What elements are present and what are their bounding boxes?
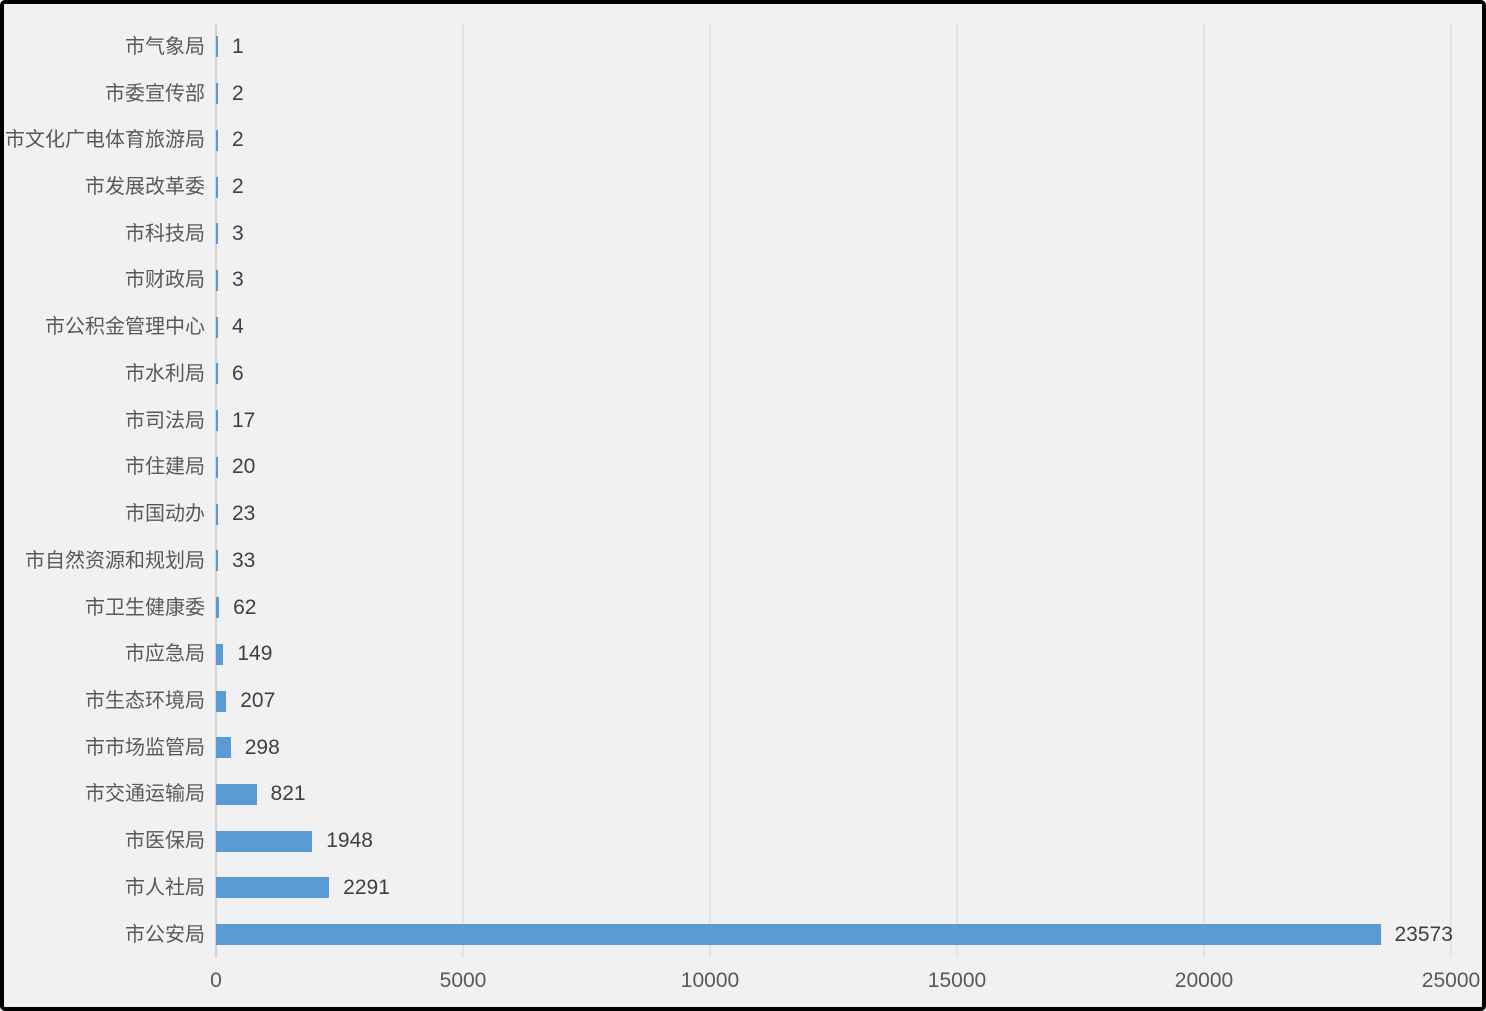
category-label: 市卫生健康委 bbox=[85, 596, 205, 619]
category-label: 市医保局 bbox=[125, 830, 205, 853]
value-label: 207 bbox=[240, 689, 276, 712]
category-label: 市公安局 bbox=[125, 923, 205, 946]
vertical-gridline bbox=[956, 23, 958, 958]
value-label: 20 bbox=[232, 455, 256, 479]
value-label: 2 bbox=[232, 81, 244, 105]
category-label: 市公积金管理中心 bbox=[45, 316, 205, 339]
category-label: 市自然资源和规划局 bbox=[25, 549, 205, 572]
category-label: 市住建局 bbox=[125, 456, 205, 479]
bar bbox=[216, 176, 218, 198]
bar bbox=[216, 550, 218, 572]
bar bbox=[216, 410, 218, 432]
bar-chart: 市气象局 1 市委宣传部 2 市文化广电体育旅游局 2 市发展改革委 2 市科技局 3 市财政局 3 市… bbox=[4, 4, 1482, 1007]
bar bbox=[216, 363, 218, 385]
category-label: 市发展改革委 bbox=[85, 176, 205, 199]
category-label: 市交通运输局 bbox=[85, 783, 205, 806]
value-label: 1 bbox=[232, 34, 244, 58]
category-label: 市水利局 bbox=[125, 362, 205, 385]
value-label: 33 bbox=[232, 548, 256, 572]
bar bbox=[216, 783, 257, 805]
bar bbox=[216, 737, 231, 759]
value-label: 3 bbox=[232, 268, 244, 292]
category-label: 市科技局 bbox=[125, 222, 205, 245]
category-label: 市委宣传部 bbox=[105, 82, 205, 105]
bar bbox=[216, 129, 218, 151]
bar bbox=[216, 924, 1381, 946]
bar bbox=[216, 503, 218, 525]
category-label: 市人社局 bbox=[125, 876, 205, 899]
bar bbox=[216, 597, 220, 619]
value-label: 23 bbox=[232, 502, 256, 526]
x-axis-tick-label: 15000 bbox=[927, 969, 987, 992]
vertical-gridline bbox=[462, 23, 464, 958]
value-label: 2 bbox=[232, 128, 244, 152]
bar bbox=[216, 269, 218, 291]
bar bbox=[216, 643, 224, 665]
category-label: 市国动办 bbox=[125, 503, 205, 526]
x-axis-tick-label: 25000 bbox=[1421, 969, 1481, 992]
x-axis-tick-label: 0 bbox=[210, 969, 222, 992]
bar bbox=[216, 316, 218, 338]
bar bbox=[216, 223, 218, 245]
category-label: 市气象局 bbox=[125, 35, 205, 58]
value-label: 2 bbox=[232, 175, 244, 199]
value-label: 3 bbox=[232, 221, 244, 245]
category-label: 市文化广电体育旅游局 bbox=[5, 129, 205, 152]
x-axis-tick-label: 20000 bbox=[1174, 969, 1234, 992]
value-label: 62 bbox=[233, 595, 257, 619]
vertical-gridline bbox=[1203, 23, 1205, 958]
vertical-gridline bbox=[709, 23, 711, 958]
category-axis-line bbox=[215, 23, 217, 958]
bar bbox=[216, 83, 218, 105]
value-label: 6 bbox=[232, 361, 244, 385]
category-label: 市生态环境局 bbox=[85, 690, 205, 712]
value-label: 17 bbox=[232, 408, 256, 432]
category-label: 市应急局 bbox=[125, 643, 205, 666]
value-label: 1948 bbox=[326, 829, 373, 853]
value-label: 149 bbox=[237, 642, 273, 666]
value-label: 2291 bbox=[343, 875, 390, 899]
category-label: 市市场监管局 bbox=[85, 736, 205, 759]
vertical-gridline bbox=[1450, 23, 1452, 958]
value-label: 23573 bbox=[1394, 922, 1453, 946]
value-label: 4 bbox=[232, 315, 244, 339]
bar bbox=[216, 456, 218, 478]
value-label: 298 bbox=[244, 735, 280, 759]
x-axis-tick-label: 10000 bbox=[680, 969, 740, 992]
x-axis-tick-label: 5000 bbox=[439, 969, 487, 992]
category-label: 市司法局 bbox=[125, 409, 205, 432]
value-label: 821 bbox=[270, 782, 306, 806]
category-label: 市财政局 bbox=[125, 269, 205, 292]
bar bbox=[216, 877, 330, 899]
bar bbox=[216, 36, 218, 58]
bar bbox=[216, 830, 313, 852]
bar bbox=[216, 690, 227, 712]
